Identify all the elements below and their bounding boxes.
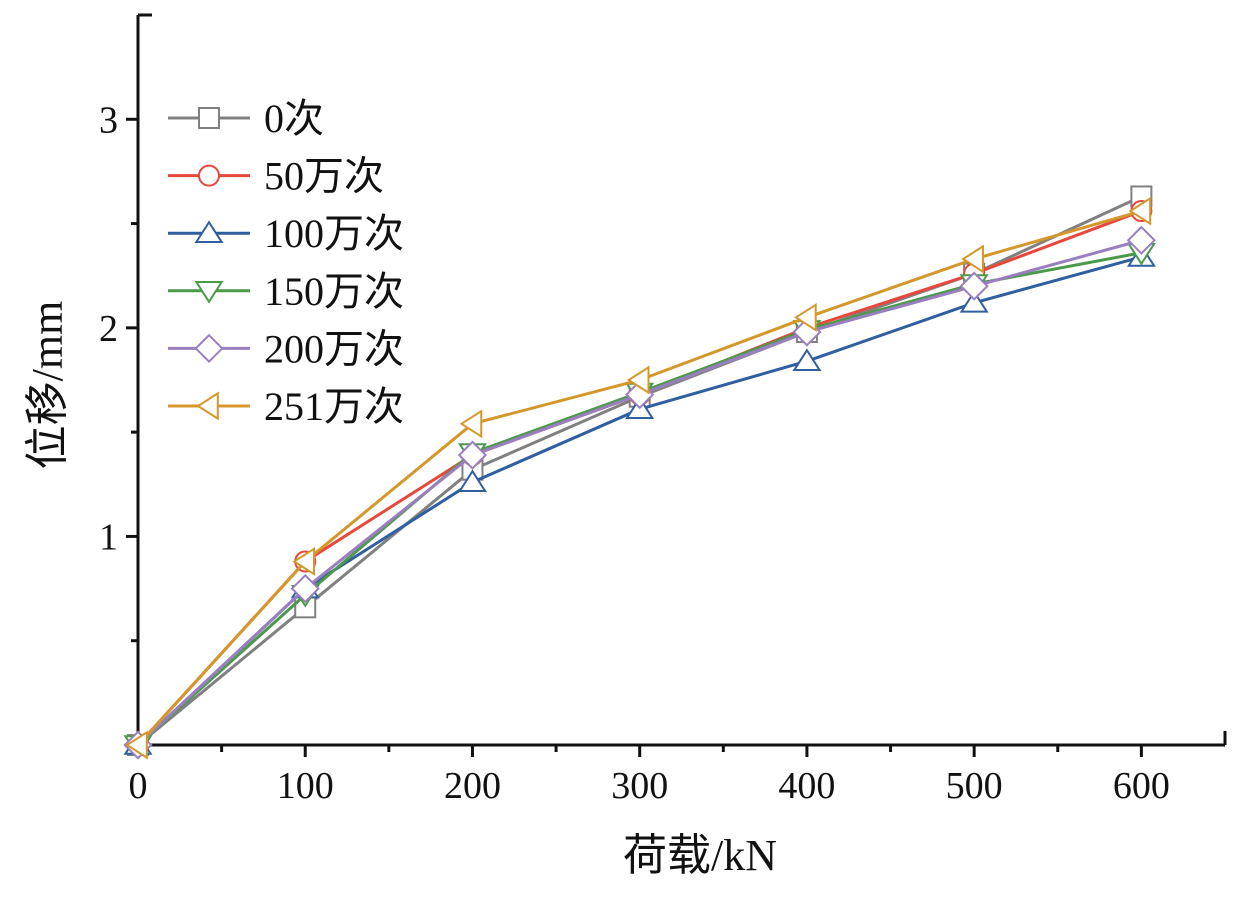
diamond-marker (290, 573, 320, 604)
series-line (136, 238, 1142, 747)
legend-label: 0次 (264, 96, 324, 141)
y-tick-label: 3 (99, 99, 118, 141)
x-tick-label: 400 (778, 765, 835, 807)
diamond-marker (194, 333, 224, 364)
series-251万次 (125, 196, 1152, 760)
x-axis-label: 荷载/kN (623, 831, 777, 880)
legend: 0次 50万次 100万次 150万次 200万次 251万次 (168, 96, 404, 429)
legend-item: 200万次 (168, 326, 404, 371)
axes: 0 100 200 300 400 500 600 1 2 3 (99, 13, 1227, 807)
diamond-marker (959, 271, 989, 301)
triangle-left-marker (961, 244, 984, 274)
legend-item: 150万次 (168, 269, 404, 314)
triangle-left-marker (626, 365, 650, 395)
legend-label: 200万次 (264, 326, 404, 371)
triangle-up-marker (194, 220, 224, 243)
legend-label: 251万次 (264, 384, 404, 429)
triangle-left-marker (196, 391, 219, 421)
legend-label: 100万次 (264, 211, 404, 256)
triangle-down-marker (194, 281, 224, 304)
y-tick-label: 2 (99, 308, 118, 350)
triangle-up-marker (959, 289, 989, 313)
triangle-left-marker (292, 546, 316, 576)
x-tick-label: 500 (946, 765, 1003, 807)
triangle-left-marker (794, 302, 817, 332)
legend-item: 50万次 (168, 154, 384, 199)
triangle-up-marker (457, 469, 487, 492)
legend-label: 150万次 (264, 269, 404, 314)
series-group (123, 185, 1156, 760)
series-150万次 (123, 242, 1156, 758)
y-tick-label: 1 (99, 516, 118, 558)
square-marker (198, 107, 220, 129)
legend-item: 100万次 (168, 211, 404, 256)
x-tick-label: 100 (277, 765, 334, 807)
triangle-left-marker (1128, 196, 1152, 226)
triangle-up-marker (792, 348, 822, 372)
triangle-left-marker (125, 730, 148, 760)
x-tick-label: 200 (444, 765, 501, 807)
x-tick-label: 600 (1113, 765, 1170, 807)
triangle-left-marker (459, 409, 483, 439)
x-tick-label: 0 (129, 765, 148, 807)
x-tick-label: 300 (611, 765, 668, 807)
y-axis-label: 位移/mm (23, 301, 72, 470)
legend-item: 251万次 (168, 384, 404, 429)
diamond-marker (457, 440, 488, 470)
legend-item: 0次 (168, 96, 324, 141)
series-100万次 (123, 244, 1156, 755)
legend-label: 50万次 (264, 154, 384, 199)
diamond-marker (1126, 225, 1156, 255)
circle-marker (198, 164, 220, 187)
